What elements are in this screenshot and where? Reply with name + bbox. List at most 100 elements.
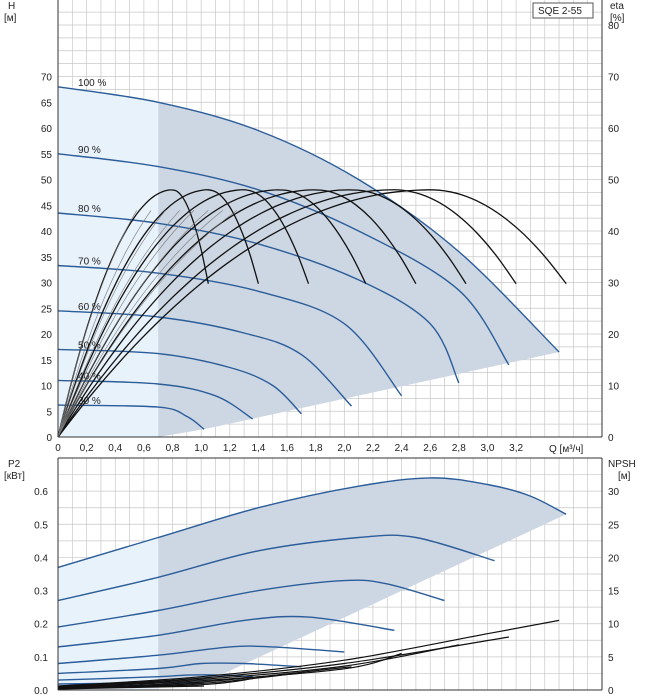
npsh-tick-label: 15 [608, 587, 620, 598]
q-tick-label: 2,6 [423, 443, 437, 454]
q-tick-label: 2,0 [337, 443, 351, 454]
q-tick-label: 0,8 [166, 443, 180, 454]
eta-tick-label: 0 [608, 433, 614, 444]
top-chart-axes: 0 5 10 15 20 25 30 35 40 45 50 55 60 65 70 0 10 20 30 40 50 6… [41, 0, 620, 454]
p2-tick-label: 0.4 [34, 553, 48, 564]
h-tick-label: 50 [41, 176, 53, 187]
h-axis-unit: [м] [4, 13, 17, 24]
efficiency-curve [57, 189, 517, 438]
speed-label: 90 % [78, 145, 101, 156]
speed-label: 30 % [78, 396, 101, 407]
model-label-box [532, 2, 594, 19]
head-curve [57, 153, 510, 366]
npsh-curve [57, 619, 560, 687]
operating-region [58, 86, 560, 438]
head-curve [57, 379, 254, 420]
q-tick-label: 1,0 [194, 443, 208, 454]
npsh-curve [57, 644, 459, 688]
q-tick-label: 1,2 [223, 443, 237, 454]
eta-tick-label: 70 [608, 73, 620, 84]
power-curve [57, 645, 345, 665]
top-chart-curves: 100 %90 %80 %70 %60 %50 %40 %30 % [57, 78, 567, 438]
h-tick-label: 15 [41, 356, 53, 367]
npsh-tick-label: 30 [608, 487, 620, 498]
npsh-axis-unit: [м] [618, 471, 631, 482]
p2-tick-label: 0.5 [34, 520, 48, 531]
h-tick-label: 30 [41, 279, 53, 290]
power-curve [57, 477, 567, 569]
h-tick-label: 65 [41, 98, 53, 109]
eta-axis-unit: [%] [610, 13, 625, 24]
eta-tick-label: 60 [608, 124, 620, 135]
speed-label: 100 % [78, 78, 106, 89]
efficiency-curve [57, 189, 417, 438]
bottom-chart-curves [57, 477, 567, 690]
h-tick-label: 0 [46, 433, 52, 444]
p2-tick-label: 0.2 [34, 620, 48, 631]
power-low-flow-region [58, 537, 159, 690]
p2-axis-unit: [кВт] [4, 471, 25, 482]
efficiency-fan-line [57, 210, 195, 438]
power-curve [57, 534, 495, 602]
q-tick-label: 2,2 [366, 443, 380, 454]
head-curve [57, 264, 403, 397]
p2-tick-label: 0.3 [34, 587, 48, 598]
h-tick-label: 35 [41, 253, 53, 264]
efficiency-curve [57, 189, 310, 438]
efficiency-fan-line [57, 210, 137, 438]
q-tick-label: 0,2 [80, 443, 94, 454]
npsh-tick-label: 0 [608, 686, 614, 697]
bottom-chart-regions [58, 477, 567, 690]
q-tick-label: 1,8 [309, 443, 323, 454]
npsh-axis-title: NPSH [608, 459, 636, 470]
q-tick-label: 1,4 [251, 443, 265, 454]
q-tick-label: 1,6 [280, 443, 294, 454]
q-tick-label: 3,0 [481, 443, 495, 454]
p2-tick-label: 0.1 [34, 653, 48, 664]
q-tick-label: 3,2 [509, 443, 523, 454]
model-label: SQE 2-55 [538, 6, 582, 17]
p2-tick-label: 0.6 [34, 487, 48, 498]
head-curve [57, 86, 560, 353]
speed-label: 80 % [78, 204, 101, 215]
top-chart-regions [58, 86, 560, 438]
h-tick-label: 55 [41, 150, 53, 161]
h-tick-label: 25 [41, 304, 53, 315]
eta-tick-label: 20 [608, 330, 620, 341]
npsh-tick-label: 25 [608, 520, 620, 531]
h-axis-title: H [8, 1, 15, 12]
efficiency-fan-line [57, 210, 209, 438]
h-tick-label: 5 [46, 407, 52, 418]
q-tick-label: 0 [55, 443, 61, 454]
efficiency-fan-line [57, 210, 166, 438]
eta-axis-title: eta [610, 1, 624, 12]
efficiency-curve [57, 189, 467, 438]
efficiency-curve [57, 189, 567, 438]
npsh-tick-label: 5 [608, 653, 614, 664]
head-curve [57, 310, 353, 407]
p2-axis-title: P2 [8, 459, 21, 470]
eta-tick-label: 80 [608, 21, 620, 32]
q-tick-label: 2,8 [452, 443, 466, 454]
eta-tick-label: 10 [608, 382, 620, 393]
h-tick-label: 60 [41, 124, 53, 135]
h-tick-label: 20 [41, 330, 53, 341]
h-tick-label: 45 [41, 201, 53, 212]
speed-label: 70 % [78, 257, 101, 268]
h-tick-label: 10 [41, 382, 53, 393]
npsh-curve [57, 685, 205, 690]
head-curve [57, 404, 205, 430]
efficiency-fan-line [57, 210, 180, 438]
p2-tick-label: 0.0 [34, 686, 48, 697]
efficiency-fan-line [57, 210, 223, 438]
head-curve [57, 348, 302, 415]
h-tick-label: 70 [41, 73, 53, 84]
q-axis-label: Q [м³/ч] [549, 444, 584, 455]
efficiency-fan-line [57, 210, 152, 438]
q-tick-label: 0,4 [108, 443, 122, 454]
power-curve [57, 579, 445, 628]
power-curve [57, 615, 395, 648]
eta-tick-label: 50 [608, 176, 620, 187]
bottom-chart-axes: 0.0 0.1 0.2 0.3 0.4 0.5 0.6 0 5 10 15 20 25 30 [34, 457, 620, 697]
